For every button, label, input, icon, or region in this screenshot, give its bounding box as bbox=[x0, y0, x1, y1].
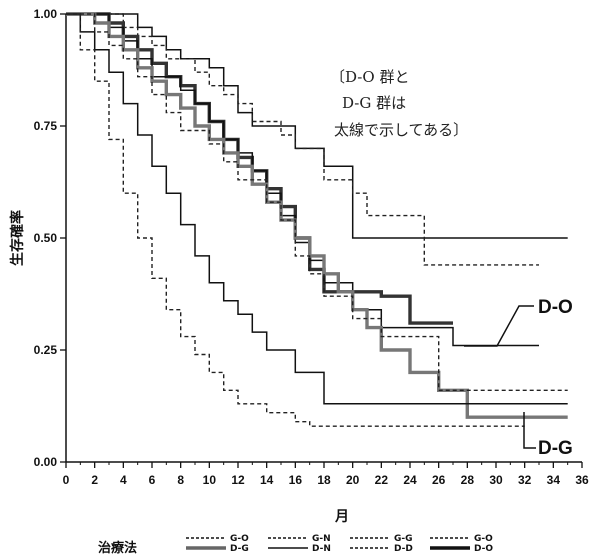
y-tick-label: 1.00 bbox=[34, 7, 58, 21]
x-tick-label: 0 bbox=[63, 473, 70, 487]
y-tick-label: 0.00 bbox=[34, 455, 58, 469]
x-tick-label: 6 bbox=[149, 473, 156, 487]
y-tick-label: 0.75 bbox=[34, 119, 58, 133]
callout-d-o: D-O bbox=[464, 297, 573, 347]
x-tick-label: 8 bbox=[177, 473, 184, 487]
annotation-line-2: D-G 群は bbox=[342, 94, 406, 112]
series-d-g-line bbox=[66, 12, 568, 419]
callout-d-g-leader bbox=[523, 412, 536, 449]
x-tick-label: 10 bbox=[203, 473, 217, 487]
series-g-o-line bbox=[66, 13, 539, 347]
x-tick-label: 28 bbox=[461, 473, 475, 487]
series-g-n-line bbox=[66, 13, 568, 405]
y-axis-title: 生存確率 bbox=[9, 210, 26, 266]
legend-label-top: G-O bbox=[230, 534, 249, 544]
x-axis-title: 月 bbox=[334, 509, 349, 525]
series-d-d-upper-line bbox=[66, 13, 539, 266]
legend-label-bottom: D-O bbox=[474, 544, 493, 554]
x-tick-label: 26 bbox=[432, 473, 446, 487]
legend: 治療法 G-OD-GG-ND-NG-GD-DG-OD-O bbox=[98, 534, 493, 556]
x-tick-label: 20 bbox=[346, 473, 360, 487]
y-tick-label: 0.50 bbox=[34, 231, 58, 245]
x-ticks: 0 2 4 6 8 10 12 14 16 18 20 22 24 26 28 30 32 34 36 bbox=[63, 462, 589, 487]
legend-label-bottom: D-N bbox=[312, 544, 331, 554]
y-ticks: 0.00 0.25 0.50 0.75 1.00 bbox=[34, 7, 66, 469]
x-tick-label: 18 bbox=[317, 473, 331, 487]
legend-label-bottom: D-D bbox=[394, 544, 413, 554]
legend-label-top: G-G bbox=[394, 534, 413, 544]
x-tick-label: 34 bbox=[547, 473, 561, 487]
callout-d-o-leader bbox=[464, 305, 534, 347]
legend-label-top: G-N bbox=[312, 534, 331, 544]
callout-d-g: D-G bbox=[523, 412, 573, 459]
annotation-line-1: 〔D-O 群と bbox=[330, 68, 409, 86]
x-tick-label: 12 bbox=[231, 473, 245, 487]
x-tick-label: 14 bbox=[260, 473, 274, 487]
series-g-g-line bbox=[66, 13, 568, 391]
callout-d-o-label: D-O bbox=[538, 297, 573, 318]
x-tick-label: 16 bbox=[289, 473, 303, 487]
x-tick-label: 2 bbox=[91, 473, 98, 487]
x-tick-label: 32 bbox=[518, 473, 532, 487]
x-tick-label: 36 bbox=[575, 473, 589, 487]
annotation-line-3: 太線で示してある〕 bbox=[334, 121, 468, 139]
x-tick-label: 22 bbox=[375, 473, 389, 487]
series-group bbox=[66, 12, 568, 427]
series-d-o-line bbox=[66, 12, 453, 325]
x-tick-label: 24 bbox=[403, 473, 417, 487]
series-d-n-upper-line bbox=[66, 13, 568, 239]
legend-label-top: G-O bbox=[474, 534, 493, 544]
annotation-box: 〔D-O 群と D-G 群は 太線で示してある〕 bbox=[330, 68, 468, 139]
x-tick-label: 4 bbox=[120, 473, 127, 487]
legend-label-bottom: D-G bbox=[230, 544, 249, 554]
callout-d-g-label: D-G bbox=[538, 438, 573, 459]
y-tick-label: 0.25 bbox=[34, 343, 58, 357]
legend-title: 治療法 bbox=[98, 540, 137, 556]
series-g-d-line bbox=[66, 13, 525, 427]
x-tick-label: 30 bbox=[489, 473, 503, 487]
